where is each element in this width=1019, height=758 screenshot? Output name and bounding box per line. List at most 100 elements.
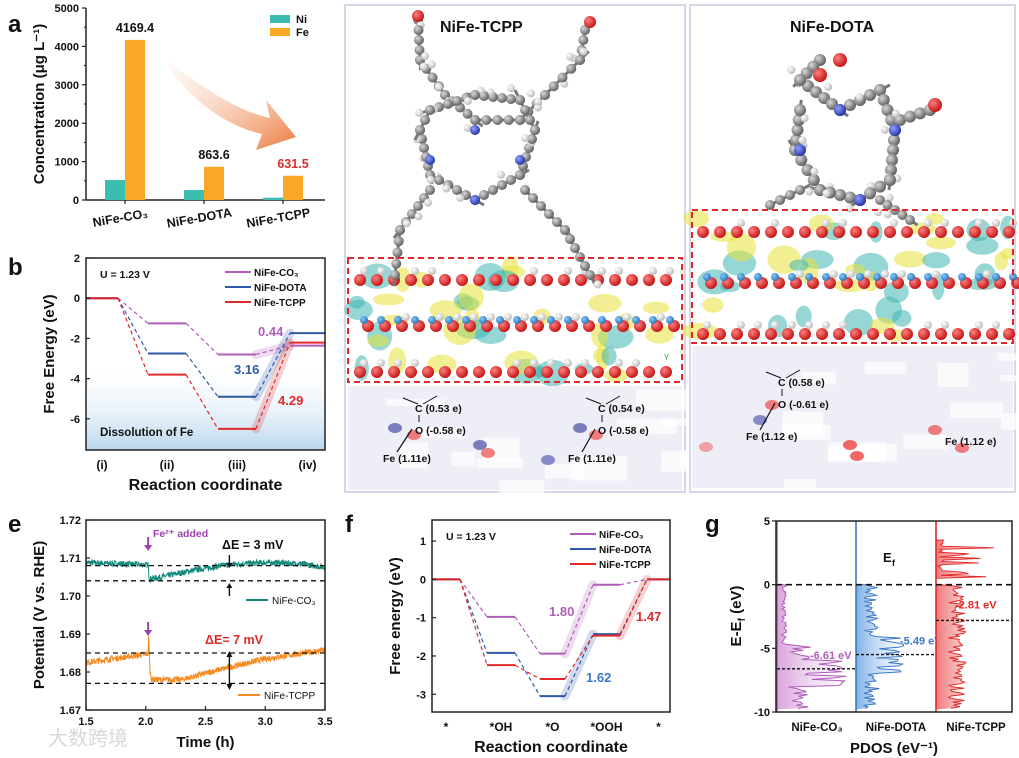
fe-o-arrow	[759, 402, 776, 431]
connector-NiFe-CO₃	[185, 322, 219, 355]
x-tick-label: NiFe-CO₃	[791, 722, 842, 734]
atom-O	[782, 226, 794, 238]
atom-H	[533, 103, 542, 112]
atom-O	[660, 274, 672, 286]
x-axis-label: Time (h)	[176, 734, 234, 751]
atom-H	[547, 359, 555, 367]
map-region	[635, 389, 690, 412]
map-region	[857, 444, 897, 462]
dissolution-region	[86, 360, 325, 450]
atom-C	[528, 193, 538, 203]
atom-C	[544, 209, 554, 219]
atom-O	[507, 274, 519, 286]
map-region	[784, 478, 817, 489]
data-label: 4169.4	[116, 21, 154, 35]
y-tick-label: 1.70	[60, 591, 81, 603]
atom-C	[888, 134, 900, 146]
watermark: 大数跨境	[48, 727, 128, 750]
atom-H	[428, 267, 436, 275]
atom-H	[992, 321, 1000, 329]
atom-C	[580, 261, 590, 271]
atom-H	[423, 198, 432, 207]
atom-O	[901, 226, 913, 238]
atom-C	[391, 258, 402, 269]
atom-O	[473, 366, 485, 378]
atom-H	[983, 270, 991, 278]
charge-blob	[481, 448, 495, 458]
atom-H	[419, 62, 428, 71]
atom-M	[703, 273, 711, 281]
y-axis-label-part: f	[737, 617, 748, 621]
charge-isosurface	[966, 236, 999, 255]
charge-isosurface	[344, 299, 373, 321]
atom-H	[924, 321, 932, 329]
map-region	[781, 424, 831, 440]
atom-C	[875, 195, 885, 205]
pdos-curve-NiFe-CO₃	[776, 584, 847, 709]
atom-C	[452, 96, 462, 106]
atom-O	[935, 226, 947, 238]
atom-H	[824, 83, 833, 92]
atom-H	[800, 114, 809, 123]
legend-label: NiFe-DOTA	[254, 283, 307, 294]
atom-O	[524, 274, 536, 286]
atom-M	[1009, 273, 1017, 281]
atom-O	[643, 366, 655, 378]
atom-C	[887, 144, 899, 156]
x-tick-label: NiFe-TCPP	[245, 206, 311, 231]
y-tick-label: 5	[764, 516, 770, 528]
y-tick-label: 0	[420, 574, 426, 586]
charge-blob	[473, 440, 487, 450]
panel-d-structure: NiFe-DOTA C (0.58 e) O (-0.61 e) Fe (1.12 e…	[682, 4, 1019, 493]
atom-C	[414, 35, 424, 45]
atom-H	[377, 359, 385, 367]
atom-C	[874, 84, 886, 96]
map-region	[864, 361, 907, 375]
atom-O	[935, 328, 947, 340]
atom-H	[839, 219, 847, 227]
atom-H	[941, 219, 949, 227]
atom-H	[456, 194, 465, 203]
connector-NiFe-DOTA	[514, 652, 541, 697]
map-region	[544, 463, 584, 479]
event-label: Fe²⁺ added	[153, 528, 208, 540]
atom-H	[463, 123, 472, 132]
x-tick-label: *	[444, 720, 449, 734]
atom-C	[904, 110, 916, 123]
atom-H	[426, 175, 435, 184]
d-band-label: -5.49 eV	[900, 636, 942, 648]
connector-NiFe-CO₃	[564, 584, 594, 654]
atom-H	[521, 313, 529, 321]
x-tick-label: 2.5	[198, 716, 213, 728]
atom-H	[883, 210, 892, 219]
atom-O	[575, 366, 587, 378]
atom-O	[782, 328, 794, 340]
atom-M	[428, 316, 436, 324]
atom-H	[788, 321, 796, 329]
map-region	[499, 480, 545, 503]
atom-H	[830, 270, 838, 278]
atom-H	[513, 359, 521, 367]
connector-NiFe-CO₃	[255, 345, 291, 356]
atom-O	[986, 226, 998, 238]
y-tick-label: 4000	[55, 41, 79, 53]
atom-M	[411, 316, 419, 324]
connector-NiFe-TCPP	[255, 342, 291, 430]
fe-o-arrow	[581, 428, 596, 453]
atom-O	[901, 328, 913, 340]
atom-C	[503, 115, 514, 125]
legend-label: NiFe-TCPP	[254, 298, 306, 309]
y-tick-label: 1	[420, 536, 426, 548]
atom-O	[731, 328, 743, 340]
atom-H	[538, 313, 546, 321]
y-tick-label: 1.67	[60, 705, 81, 717]
x-tick-label: *O	[545, 720, 559, 734]
atom-H	[805, 321, 813, 329]
event-arrowhead	[144, 630, 153, 636]
barrier-label-dota: 3.16	[234, 362, 259, 377]
atom-C	[520, 105, 530, 115]
atom-H	[411, 267, 419, 275]
atom-H	[805, 187, 814, 196]
fermi-label: E	[883, 550, 892, 565]
charge-blob	[955, 443, 969, 453]
